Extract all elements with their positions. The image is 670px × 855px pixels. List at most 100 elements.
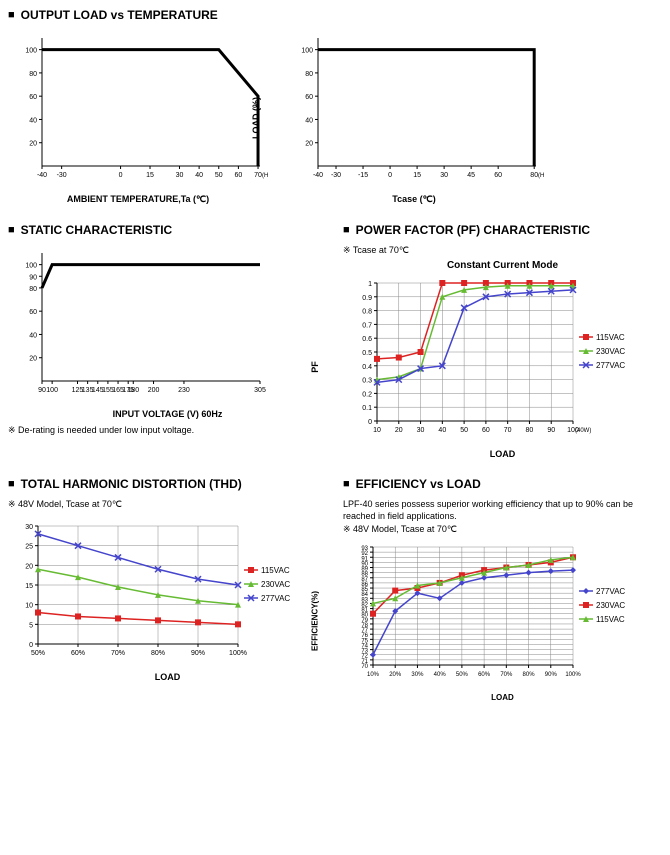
svg-text:5: 5: [29, 622, 33, 629]
svg-text:0.2: 0.2: [362, 391, 372, 398]
section-static: STATIC CHARACTERISTIC 204060809010090100…: [8, 223, 327, 459]
svg-text:100: 100: [46, 387, 58, 394]
svg-text:20%: 20%: [389, 672, 402, 678]
svg-text:277VAC: 277VAC: [261, 594, 290, 603]
section-title: TOTAL HARMONIC DISTORTION (THD): [8, 477, 327, 491]
section-title: OUTPUT LOAD vs TEMPERATURE: [8, 8, 662, 22]
svg-text:72: 72: [361, 654, 368, 660]
section-title: POWER FACTOR (PF) CHARACTERISTIC: [343, 223, 662, 237]
svg-text:50: 50: [460, 427, 468, 434]
svg-text:100: 100: [25, 263, 37, 270]
svg-text:70: 70: [504, 427, 512, 434]
svg-text:115VAC: 115VAC: [596, 615, 625, 624]
svg-text:79: 79: [361, 618, 368, 624]
svg-text:-40: -40: [313, 172, 323, 179]
svg-text:277VAC: 277VAC: [596, 361, 625, 370]
svg-text:30%: 30%: [411, 672, 424, 678]
xlabel: LOAD: [343, 693, 662, 702]
svg-text:80: 80: [29, 71, 37, 78]
svg-text:15: 15: [413, 172, 421, 179]
svg-text:0: 0: [388, 172, 392, 179]
svg-text:60: 60: [482, 427, 490, 434]
svg-text:230: 230: [178, 387, 190, 394]
svg-text:80: 80: [29, 286, 37, 293]
svg-text:90%: 90%: [545, 672, 558, 678]
chart-eff: 7071727374757677787980818283848586878889…: [343, 539, 662, 702]
xlabel: Tcase (℃): [284, 194, 544, 205]
svg-text:60: 60: [234, 172, 242, 179]
svg-text:73: 73: [361, 649, 368, 655]
svg-text:277VAC: 277VAC: [596, 587, 625, 596]
svg-text:100: 100: [301, 48, 313, 55]
svg-text:230VAC: 230VAC: [261, 580, 290, 589]
svg-text:91: 91: [361, 557, 368, 563]
svg-text:-30: -30: [331, 172, 341, 179]
section-output-load: OUTPUT LOAD vs TEMPERATURE 20406080100-4…: [8, 8, 662, 205]
svg-text:100%: 100%: [565, 672, 581, 678]
svg-text:10%: 10%: [367, 672, 380, 678]
svg-text:40: 40: [438, 427, 446, 434]
svg-text:84: 84: [361, 593, 368, 599]
xlabel: INPUT VOLTAGE (V) 60Hz: [8, 409, 327, 419]
svg-text:0.7: 0.7: [362, 322, 372, 329]
svg-text:80: 80: [361, 613, 368, 619]
svg-text:0.9: 0.9: [362, 295, 372, 302]
svg-text:89: 89: [361, 567, 368, 573]
svg-text:40: 40: [305, 117, 313, 124]
svg-text:77: 77: [361, 628, 368, 634]
svg-text:90: 90: [361, 562, 368, 568]
svg-text:-30: -30: [57, 172, 67, 179]
svg-text:60: 60: [29, 94, 37, 101]
static-note: ※ De-rating is needed under low input vo…: [8, 425, 327, 436]
svg-text:76: 76: [361, 634, 368, 640]
svg-text:180: 180: [127, 387, 139, 394]
svg-text:70: 70: [254, 172, 262, 179]
svg-text:0.8: 0.8: [362, 309, 372, 316]
svg-text:40%: 40%: [434, 672, 447, 678]
section-title: STATIC CHARACTERISTIC: [8, 223, 327, 237]
section-title: EFFICIENCY vs LOAD: [343, 477, 662, 491]
svg-text:(HORIZONTAL): (HORIZONTAL): [262, 173, 268, 179]
chart-tcase: 20406080100-40-30-1501530456080(HORIZONT…: [284, 30, 544, 205]
svg-text:81: 81: [361, 608, 368, 614]
svg-text:90: 90: [38, 387, 46, 394]
section-thd: TOTAL HARMONIC DISTORTION (THD) ※ 48V Mo…: [8, 477, 327, 702]
svg-text:305: 305: [254, 387, 266, 394]
svg-text:10: 10: [25, 603, 33, 610]
pf-subtitle: ※ Tcase at 70℃: [343, 245, 662, 256]
svg-text:(HORIZONTAL): (HORIZONTAL): [538, 173, 544, 179]
svg-text:74: 74: [361, 644, 368, 650]
svg-text:86: 86: [361, 582, 368, 588]
ylabel: EFFICIENCY(%): [311, 591, 320, 651]
chart-static: 2040608090100901001251351451551651751802…: [8, 245, 327, 419]
svg-text:0.6: 0.6: [362, 336, 372, 343]
section-eff: EFFICIENCY vs LOAD LPF-40 series possess…: [343, 477, 662, 702]
svg-text:0: 0: [119, 172, 123, 179]
svg-text:60%: 60%: [478, 672, 491, 678]
svg-text:50: 50: [215, 172, 223, 179]
svg-text:92: 92: [361, 552, 368, 558]
svg-text:0.4: 0.4: [362, 364, 372, 371]
svg-text:71: 71: [361, 659, 368, 665]
svg-text:30: 30: [25, 524, 33, 531]
eff-subtitle: ※ 48V Model, Tcase at 70℃: [343, 524, 662, 535]
svg-text:70%: 70%: [500, 672, 513, 678]
svg-text:100: 100: [25, 48, 37, 55]
ylabel: LOAD (%): [251, 97, 261, 139]
svg-text:115VAC: 115VAC: [261, 566, 290, 575]
svg-text:70: 70: [361, 664, 368, 670]
svg-text:40: 40: [29, 117, 37, 124]
svg-text:83: 83: [361, 598, 368, 604]
svg-text:0.1: 0.1: [362, 405, 372, 412]
svg-text:90: 90: [547, 427, 555, 434]
svg-text:100%: 100%: [229, 650, 247, 657]
svg-text:15: 15: [146, 172, 154, 179]
chart-pf: 00.10.20.30.40.50.60.70.80.9110203040506…: [343, 275, 662, 459]
svg-text:60: 60: [29, 309, 37, 316]
svg-text:230VAC: 230VAC: [596, 347, 625, 356]
svg-text:88: 88: [361, 572, 368, 578]
svg-text:90%: 90%: [191, 650, 205, 657]
thd-subtitle: ※ 48V Model, Tcase at 70℃: [8, 499, 327, 510]
svg-text:50%: 50%: [31, 650, 45, 657]
svg-text:20: 20: [395, 427, 403, 434]
